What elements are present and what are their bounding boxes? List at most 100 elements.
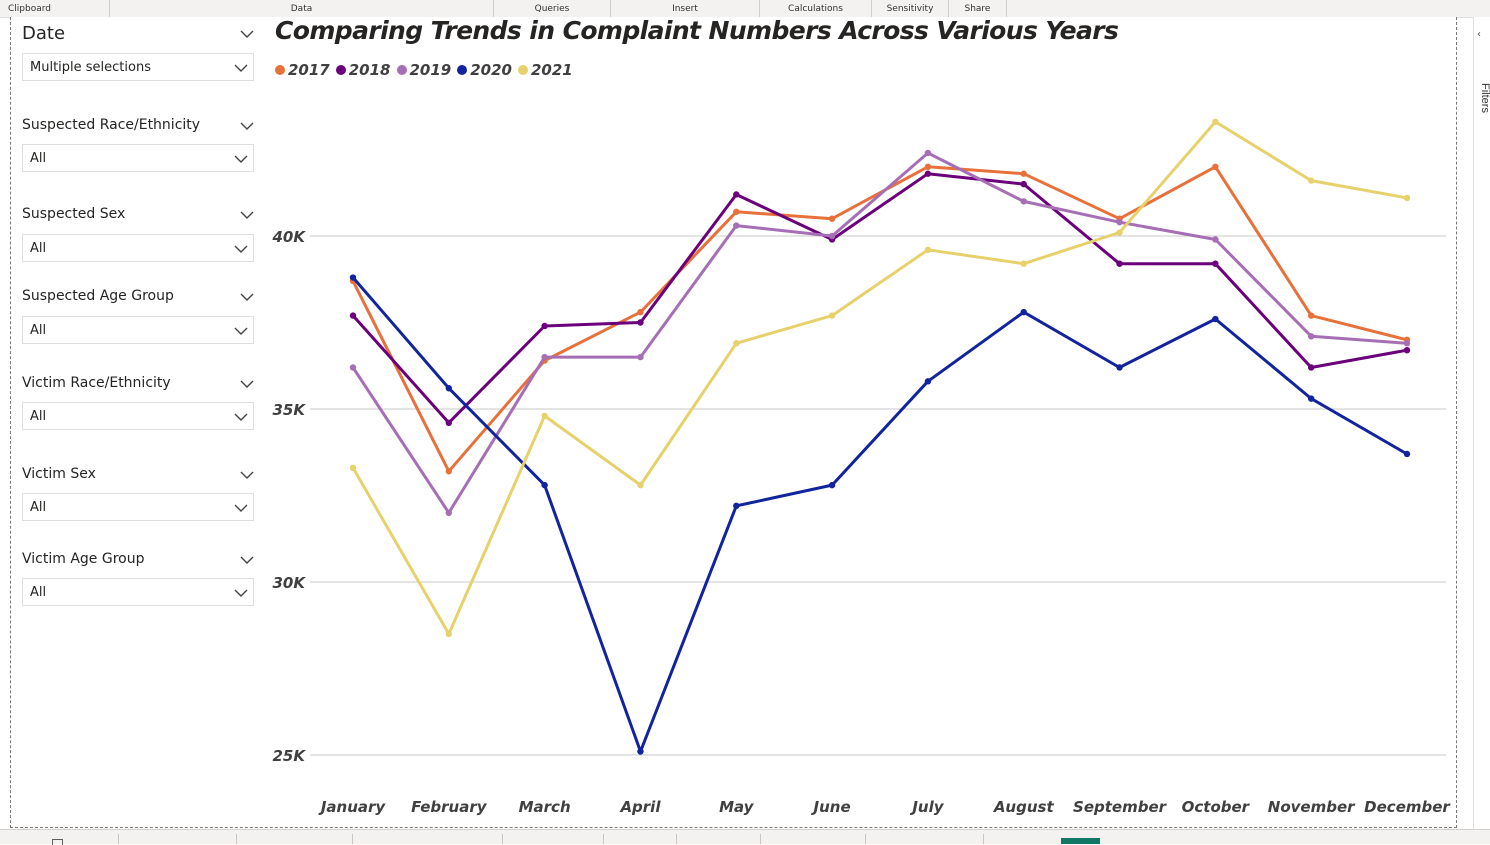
data-point[interactable] [637, 308, 644, 316]
expand-pane-icon[interactable]: ‹ [1477, 29, 1481, 40]
data-point[interactable] [828, 215, 836, 222]
data-point[interactable] [445, 385, 453, 392]
slicer-dropdown[interactable]: All [22, 578, 254, 606]
chevron-down-icon[interactable] [234, 152, 248, 166]
data-point[interactable] [733, 502, 740, 510]
data-point[interactable] [1020, 260, 1027, 267]
data-point[interactable] [1116, 218, 1123, 226]
data-point[interactable] [733, 222, 740, 229]
data-point[interactable] [828, 232, 836, 240]
page-icon[interactable] [52, 839, 63, 845]
data-point[interactable] [445, 419, 453, 427]
chevron-down-icon[interactable] [240, 290, 254, 304]
slicer-header[interactable]: Victim Age Group [22, 551, 256, 573]
x-tick-label: August [993, 798, 1055, 816]
slicer-header[interactable]: Victim Race/Ethnicity [22, 375, 256, 397]
data-point[interactable] [828, 312, 836, 319]
data-point[interactable] [1020, 170, 1027, 177]
slicer-header[interactable]: Suspected Sex [22, 206, 256, 228]
data-point[interactable] [924, 170, 932, 177]
data-point[interactable] [1212, 118, 1219, 126]
data-point[interactable] [924, 378, 932, 385]
data-point[interactable] [1020, 180, 1027, 188]
chevron-down-icon[interactable] [240, 553, 254, 567]
data-point[interactable] [733, 340, 740, 347]
data-point[interactable] [445, 468, 453, 475]
data-point[interactable] [1212, 163, 1219, 170]
legend-item-2017[interactable]: 2017 [275, 61, 330, 79]
data-point[interactable] [1307, 364, 1315, 371]
data-point[interactable] [733, 191, 740, 198]
chevron-down-icon[interactable] [240, 27, 254, 41]
data-point[interactable] [349, 464, 357, 472]
chevron-down-icon[interactable] [234, 410, 248, 424]
slicer-dropdown[interactable]: Multiple selections [22, 53, 254, 81]
data-point[interactable] [1307, 333, 1315, 340]
data-point[interactable] [1212, 315, 1219, 323]
slicer-dropdown[interactable]: All [22, 493, 254, 521]
chevron-down-icon[interactable] [240, 377, 254, 391]
data-point[interactable] [1403, 340, 1411, 347]
data-point[interactable] [541, 322, 548, 330]
active-page-tab[interactable] [1061, 838, 1100, 844]
data-point[interactable] [541, 481, 548, 489]
slicer-dropdown[interactable]: All [22, 144, 254, 172]
data-point[interactable] [1403, 450, 1411, 458]
filters-pane[interactable]: ‹ Filters [1473, 17, 1490, 843]
legend-item-2019[interactable]: 2019 [396, 61, 451, 79]
data-point[interactable] [541, 412, 548, 420]
chevron-down-icon[interactable] [240, 468, 254, 482]
tab-separator [118, 834, 119, 844]
data-point[interactable] [637, 481, 644, 489]
chevron-down-icon[interactable] [234, 324, 248, 338]
data-point[interactable] [349, 312, 357, 319]
data-point[interactable] [445, 630, 453, 638]
series-line-2018[interactable] [351, 172, 1408, 425]
series-line-2020[interactable] [351, 276, 1408, 753]
data-point[interactable] [1020, 308, 1027, 316]
slicer-dropdown[interactable]: All [22, 234, 254, 262]
slicer-header[interactable]: Suspected Race/Ethnicity [22, 117, 256, 139]
data-point[interactable] [541, 353, 548, 361]
data-point[interactable] [828, 481, 836, 489]
data-point[interactable] [1403, 346, 1411, 354]
data-point[interactable] [637, 748, 644, 755]
legend-item-2020[interactable]: 2020 [457, 61, 512, 79]
data-point[interactable] [1403, 194, 1411, 202]
data-point[interactable] [1116, 229, 1123, 236]
chevron-down-icon[interactable] [240, 208, 254, 222]
data-point[interactable] [1212, 260, 1219, 267]
data-point[interactable] [924, 149, 932, 157]
chevron-down-icon[interactable] [240, 119, 254, 133]
series-line-2021[interactable] [351, 120, 1408, 636]
series-line-2019[interactable] [351, 151, 1408, 515]
data-point[interactable] [733, 208, 740, 215]
data-point[interactable] [349, 274, 357, 281]
chevron-down-icon[interactable] [234, 242, 248, 256]
data-point[interactable] [1020, 198, 1027, 205]
slicer-header[interactable]: Suspected Age Group [22, 288, 256, 310]
slicer-header[interactable]: Date [22, 23, 256, 49]
slicer-dropdown[interactable]: All [22, 402, 254, 430]
slicer-dropdown[interactable]: All [22, 316, 254, 344]
data-point[interactable] [1307, 395, 1315, 402]
data-point[interactable] [445, 509, 453, 516]
data-point[interactable] [924, 246, 932, 254]
data-point[interactable] [924, 163, 932, 170]
data-point[interactable] [637, 319, 644, 326]
data-point[interactable] [637, 353, 644, 361]
data-point[interactable] [1307, 177, 1315, 184]
chevron-down-icon[interactable] [234, 61, 248, 75]
legend-item-2021[interactable]: 2021 [518, 61, 573, 79]
data-point[interactable] [1116, 260, 1123, 267]
data-point[interactable] [349, 364, 357, 371]
legend-item-2018[interactable]: 2018 [335, 61, 391, 79]
chevron-down-icon[interactable] [234, 586, 248, 600]
data-point[interactable] [1116, 364, 1123, 371]
data-point[interactable] [1307, 312, 1315, 319]
chevron-down-icon[interactable] [234, 501, 248, 515]
data-point[interactable] [1212, 236, 1219, 243]
slicer-header[interactable]: Victim Sex [22, 466, 256, 488]
series-line-2017[interactable] [351, 165, 1408, 473]
